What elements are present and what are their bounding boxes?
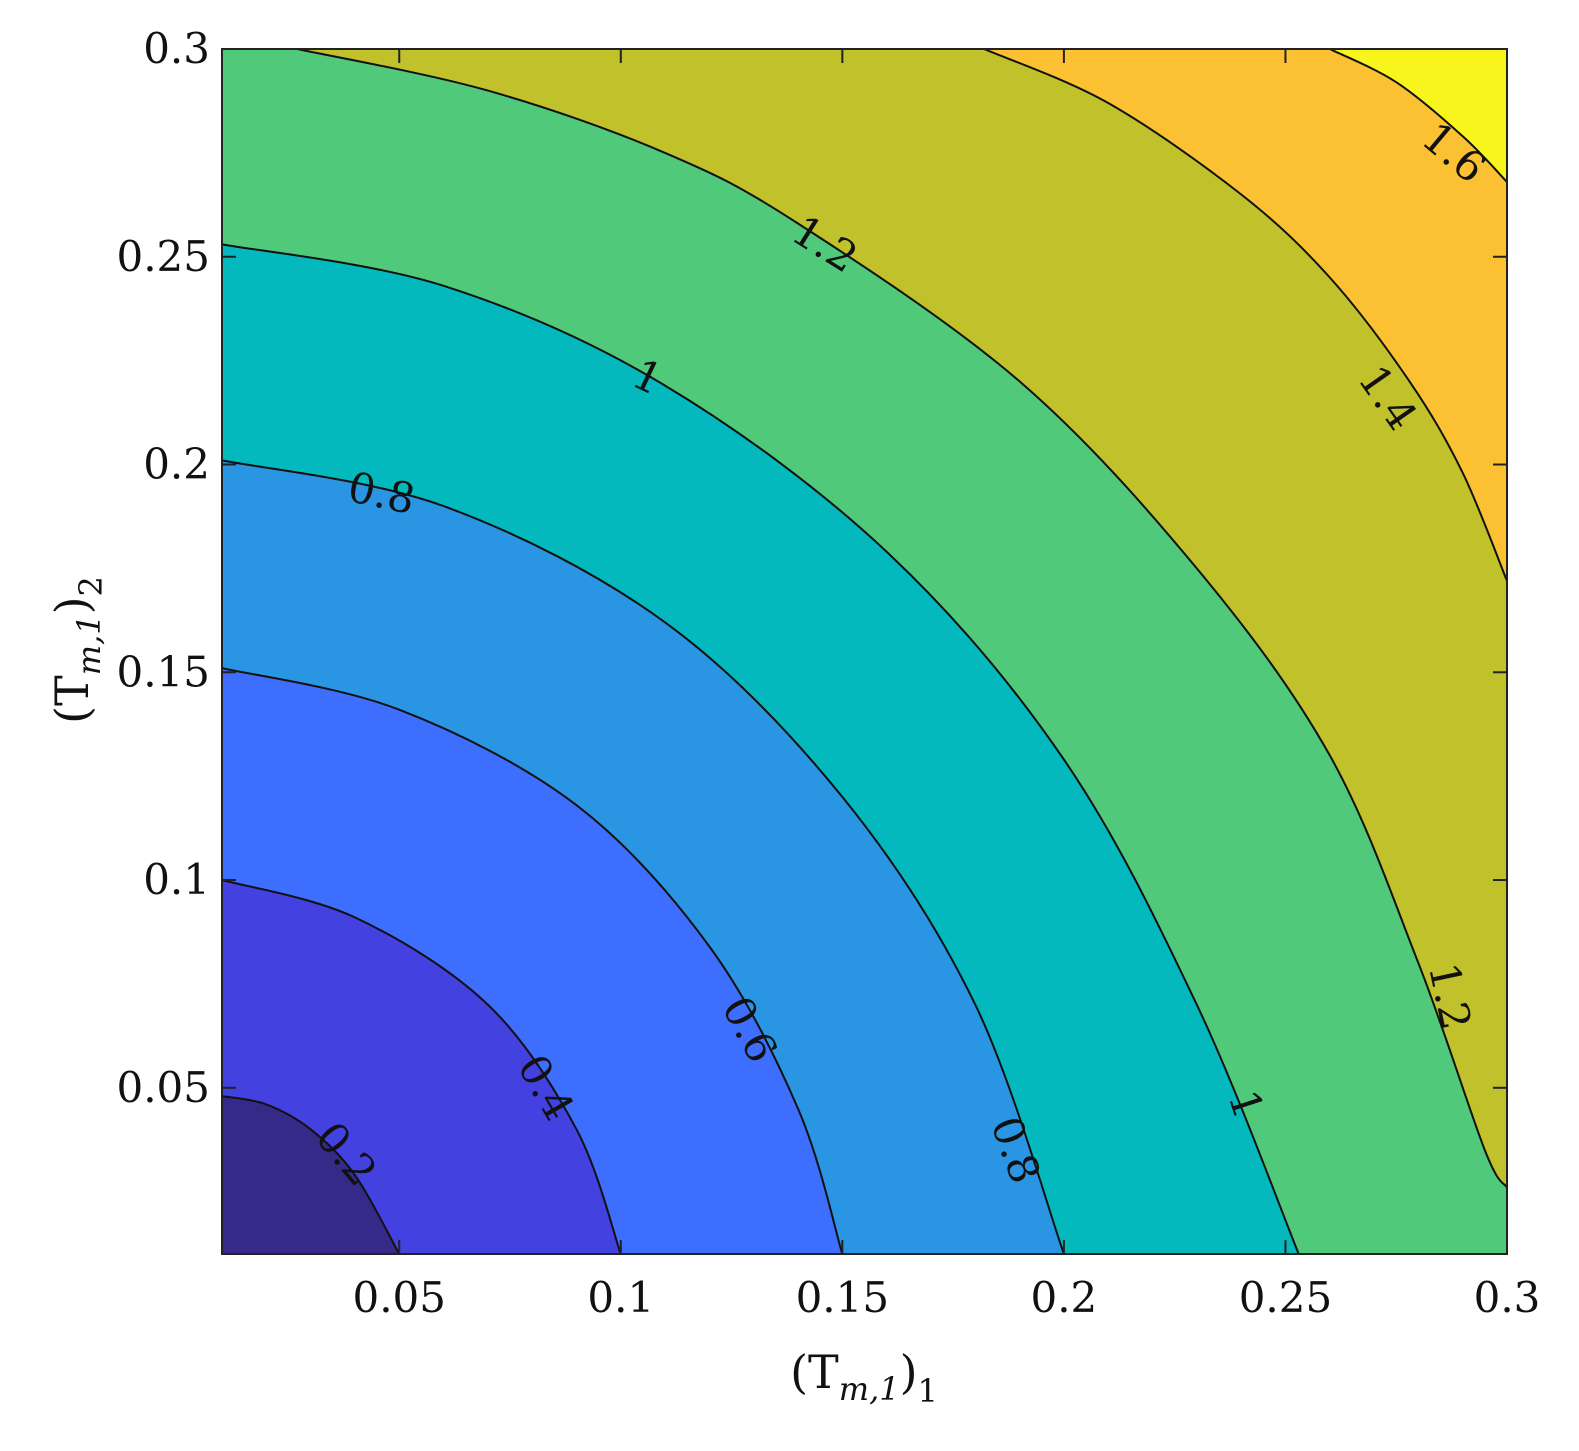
contour-band-0.2	[222, 1096, 400, 1254]
x-tick-label: 0.3	[1474, 1273, 1541, 1322]
y-tick-label: 0.05	[116, 1063, 210, 1112]
contour-line-0.8	[222, 459, 1065, 1254]
contour-line-1.6	[1329, 49, 1507, 183]
contour-line-0.6	[222, 667, 844, 1254]
y-tick-label: 0.1	[143, 855, 210, 904]
contour-line-1.4	[983, 49, 1507, 582]
contour-bands	[222, 49, 1507, 1254]
x-tick-label: 0.2	[1030, 1273, 1097, 1322]
y-tick-label: 0.3	[143, 24, 210, 73]
x-tick-label: 0.05	[352, 1273, 446, 1322]
contour-line-0.4	[222, 879, 622, 1254]
plot-frame	[221, 48, 1508, 1255]
y-tick-label: 0.25	[116, 232, 210, 281]
contour-line-1.2	[297, 49, 1507, 1189]
y-axis-label: (Tm,1)2	[45, 576, 110, 724]
y-tick-label: 0.15	[116, 647, 210, 696]
x-tick-label: 0.25	[1239, 1273, 1333, 1322]
contour-lines	[222, 49, 1507, 1254]
x-axis-label: (Tm,1)1	[790, 1345, 938, 1410]
axis-ticks: 0.05 0.1 0.15 0.2 0.25 0.3 0.05 0.1 0.15 0.2 0.25 0…	[116, 24, 1540, 1322]
y-tick-label: 0.2	[143, 440, 210, 489]
contour-line-0.2	[222, 1095, 401, 1254]
contour-line-1	[222, 243, 1300, 1254]
x-tick-label: 0.1	[587, 1273, 654, 1322]
x-tick-label: 0.15	[796, 1273, 890, 1322]
